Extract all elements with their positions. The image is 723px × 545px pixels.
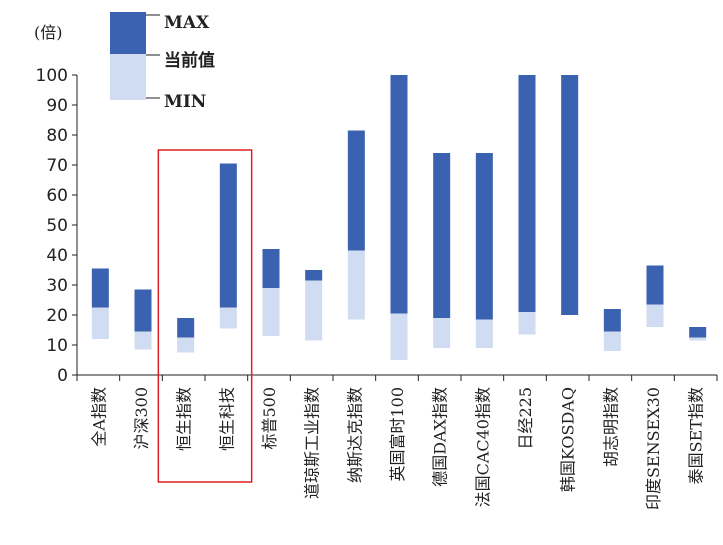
bar-upper-segment <box>134 289 152 332</box>
bar-lower-segment <box>390 313 408 360</box>
plot-area: 0 10 20 30 40 50 60 70 80 90 100 全A指数 沪深300 恒生指数 恒生科技 标… <box>36 66 718 510</box>
legend-max-label: MAX <box>164 13 210 33</box>
y-tick-label: 0 <box>57 366 68 386</box>
bar-lower-segment <box>305 280 323 341</box>
category-label: 道琼斯工业指数 <box>303 387 322 499</box>
y-tick-label: 10 <box>46 336 68 356</box>
category-label: 恒生指数 <box>175 387 194 451</box>
legend: MAX 当前值 MIN <box>110 12 215 112</box>
y-tick-label: 30 <box>46 276 68 296</box>
y-tick-label: 20 <box>46 306 68 326</box>
bar-lower-segment <box>689 337 707 341</box>
bar-upper-segment <box>646 265 664 305</box>
category-label: 恒生科技 <box>217 387 236 451</box>
bar-upper-segment <box>219 163 237 308</box>
legend-max-swatch <box>110 12 146 54</box>
bar-lower-segment <box>91 307 109 339</box>
bar-upper-segment <box>603 309 621 332</box>
category-label: 胡志明指数 <box>601 387 620 467</box>
y-tick-label: 80 <box>46 126 68 146</box>
bar-upper-segment <box>347 130 365 251</box>
bar-upper-segment <box>475 153 493 320</box>
bar-upper-segment <box>177 318 195 338</box>
bar-lower-segment <box>177 337 195 353</box>
unit-label: (倍) <box>34 23 63 42</box>
category-label: 全A指数 <box>89 387 108 447</box>
bar-upper-segment <box>91 268 109 308</box>
category-label: 泰国SET指数 <box>687 387 706 484</box>
y-tick-label: 70 <box>46 156 68 176</box>
category-label: 纳斯达克指数 <box>345 387 364 483</box>
bar-upper-segment <box>689 327 707 338</box>
bar-lower-segment <box>433 318 451 348</box>
category-label: 印度SENSEX30 <box>644 387 663 510</box>
category-label: 韩国KOSDAQ <box>559 387 578 492</box>
category-label: 日经225 <box>516 387 535 450</box>
y-tick-label: 50 <box>46 216 68 236</box>
highlight-box <box>157 149 253 483</box>
bar-lower-segment <box>262 288 280 336</box>
category-label: 英国富时100 <box>388 387 407 482</box>
bar-upper-segment <box>262 249 280 288</box>
legend-current-label: 当前值 <box>164 50 215 71</box>
category-label: 德国DAX指数 <box>431 387 450 487</box>
bar-upper-segment <box>305 270 323 281</box>
bar-upper-segment <box>433 153 451 318</box>
bar-upper-segment <box>390 75 408 314</box>
bar-upper-segment <box>561 75 579 315</box>
bar-lower-segment <box>603 331 621 351</box>
category-label: 沪深300 <box>132 387 151 450</box>
bar-lower-segment <box>134 331 152 350</box>
y-tick-label: 100 <box>36 66 68 86</box>
legend-min-swatch <box>110 54 146 100</box>
bar-upper-segment <box>518 75 536 312</box>
legend-min-label: MIN <box>164 92 206 112</box>
bar-lower-segment <box>518 312 536 335</box>
category-label: 标普500 <box>260 387 279 450</box>
y-tick-label: 90 <box>46 96 68 116</box>
y-tick-label: 60 <box>46 186 68 206</box>
bar-lower-segment <box>347 250 365 320</box>
y-tick-label: 40 <box>46 246 68 266</box>
bar-lower-segment <box>646 304 664 327</box>
bar-lower-segment <box>475 319 493 348</box>
category-label: 法国CAC40指数 <box>473 387 492 507</box>
bar-lower-segment <box>219 307 237 329</box>
